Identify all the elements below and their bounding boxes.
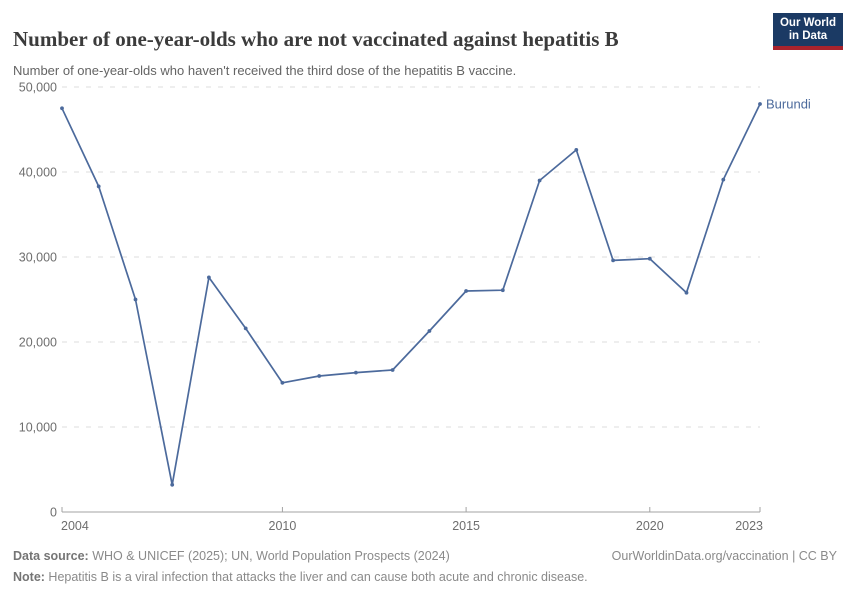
owid-logo-line2: in Data — [788, 29, 828, 42]
license-link[interactable]: OurWorldinData.org/vaccination | CC BY — [611, 549, 837, 563]
data-point-marker[interactable] — [390, 368, 395, 372]
data-point-marker[interactable] — [611, 258, 615, 263]
data-point-marker[interactable] — [207, 275, 211, 280]
owid-logo-line1: Our World — [779, 16, 836, 29]
data-point-marker[interactable] — [170, 482, 175, 487]
data-point-marker[interactable] — [537, 178, 542, 183]
x-axis-tick-label: 2015 — [452, 519, 480, 533]
note-text: Note: Hepatitis B is a viral infection t… — [13, 570, 588, 584]
data-point-marker[interactable] — [317, 374, 322, 378]
y-axis-tick-label: 0 — [50, 506, 57, 520]
x-axis-tick-label: 2004 — [61, 519, 89, 533]
data-point-marker[interactable] — [60, 106, 64, 111]
data-source-label: Data source: — [13, 549, 89, 563]
x-axis-tick-label: 2010 — [269, 519, 297, 533]
y-axis-tick-label: 50,000 — [19, 81, 57, 95]
data-source-text: Data source: WHO & UNICEF (2025); UN, Wo… — [13, 549, 450, 563]
data-point-marker[interactable] — [354, 370, 358, 375]
data-point-marker[interactable] — [133, 297, 138, 302]
x-axis-tick-label: 2023 — [735, 519, 763, 533]
series-end-label[interactable]: Burundi — [766, 97, 811, 112]
data-point-marker[interactable] — [243, 326, 248, 331]
chart-footer: Data source: WHO & UNICEF (2025); UN, Wo… — [13, 548, 837, 585]
y-axis-tick-label: 40,000 — [19, 166, 57, 180]
x-axis-tick-label: 2020 — [636, 519, 664, 533]
data-point-marker[interactable] — [464, 289, 468, 293]
data-point-marker[interactable] — [721, 177, 726, 182]
data-point-marker[interactable] — [500, 288, 505, 293]
data-point-marker[interactable] — [647, 256, 652, 261]
y-axis-tick-label: 20,000 — [19, 336, 57, 350]
data-point-marker[interactable] — [427, 329, 432, 333]
chart-plot-area[interactable]: 0 10,000 20,000 30,000 40,000 50,000 2004 2010 2… — [0, 80, 850, 540]
y-axis-tick-label: 30,000 — [19, 251, 57, 265]
page-title: Number of one-year-olds who are not vacc… — [13, 27, 619, 52]
line-series-burundi[interactable] — [61, 103, 761, 486]
data-point-marker[interactable] — [96, 184, 101, 189]
note-label: Note: — [13, 570, 45, 584]
y-axis-tick-label: 10,000 — [19, 421, 57, 435]
page-subtitle: Number of one-year-olds who haven't rece… — [13, 63, 517, 78]
data-point-marker[interactable] — [758, 102, 762, 106]
data-point-marker[interactable] — [280, 380, 285, 385]
owid-logo[interactable]: Our World in Data — [773, 13, 843, 50]
data-point-marker[interactable] — [574, 148, 579, 152]
data-point-marker[interactable] — [684, 290, 689, 295]
